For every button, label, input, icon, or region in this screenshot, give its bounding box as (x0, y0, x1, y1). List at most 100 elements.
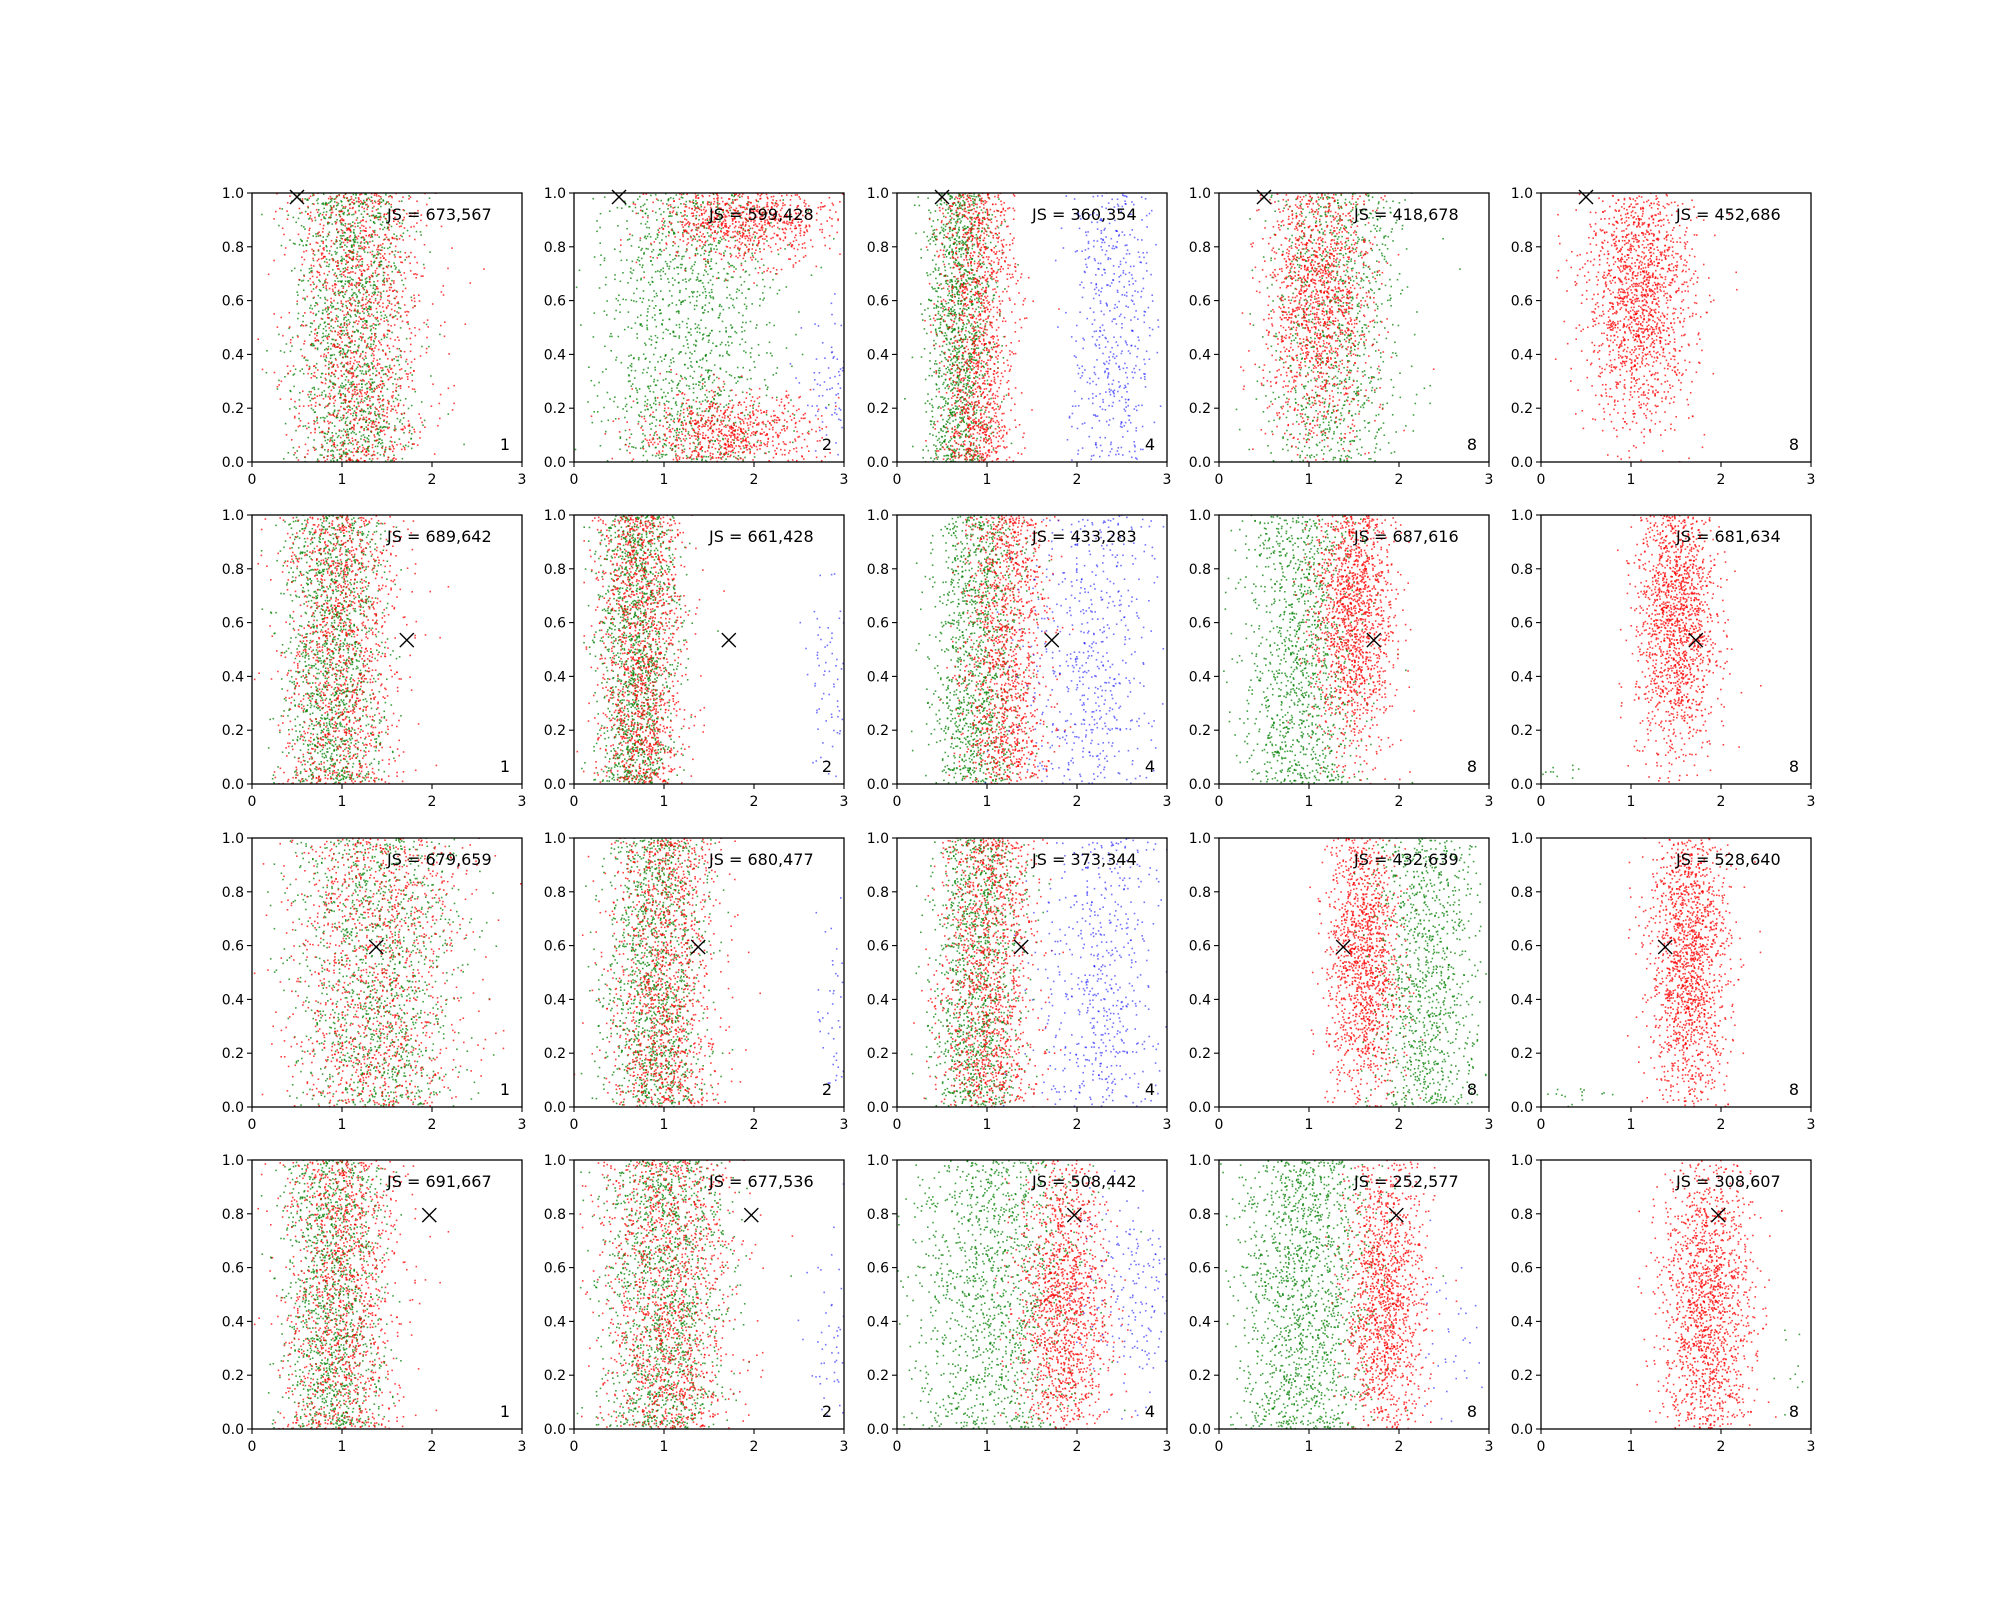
scatter-point (349, 250, 352, 252)
scatter-point (711, 309, 714, 311)
scatter-point (753, 456, 756, 458)
scatter-point (626, 259, 628, 261)
scatter-point (397, 359, 400, 362)
scatter-point (689, 201, 692, 203)
scatter-point (312, 288, 315, 290)
scatter-point (327, 197, 330, 200)
scatter-point (707, 376, 710, 379)
scatter-point (722, 235, 724, 238)
scatter-point (342, 234, 345, 237)
scatter-point (724, 232, 727, 235)
scatter-point (325, 265, 328, 267)
scatter-point (636, 333, 638, 335)
scatter-point (676, 427, 678, 430)
scatter-point (370, 339, 372, 341)
scatter-point (687, 317, 690, 320)
scatter-point (329, 329, 332, 332)
scatter-point (375, 257, 377, 260)
scatter-point (591, 421, 594, 424)
scatter-point (322, 286, 325, 289)
scatter-point (350, 383, 353, 385)
scatter-point (401, 261, 404, 264)
scatter-point (402, 232, 405, 234)
scatter-point (764, 238, 766, 240)
scatter-point (713, 216, 716, 219)
scatter-point (386, 278, 388, 280)
scatter-point (382, 334, 385, 337)
scatter-point (301, 368, 303, 370)
scatter-point (366, 198, 368, 201)
scatter-point (673, 200, 675, 202)
scatter-point (684, 376, 686, 379)
scatter-point (308, 218, 310, 220)
scatter-point (447, 413, 450, 415)
scatter-point (369, 399, 371, 402)
scatter-point (667, 198, 670, 200)
scatter-point (402, 284, 405, 286)
scatter-point (751, 425, 754, 428)
scatter-point (406, 229, 409, 232)
scatter-point (685, 219, 688, 221)
scatter-point (578, 269, 581, 272)
scatter-point (335, 318, 338, 321)
scatter-point (639, 324, 642, 326)
scatter-point (354, 222, 356, 225)
scatter-point (352, 257, 355, 259)
scatter-point (392, 394, 394, 397)
scatter-point (755, 445, 758, 448)
scatter-point (355, 265, 357, 267)
scatter-point (313, 254, 316, 256)
scatter-point (753, 239, 755, 242)
scatter-point (368, 276, 371, 278)
scatter-point (279, 398, 282, 400)
scatter-point (353, 240, 355, 242)
scatter-point (314, 405, 317, 407)
scatter-point (313, 194, 315, 196)
scatter-point (703, 206, 706, 209)
scatter-point (325, 335, 327, 337)
scatter-point (397, 271, 400, 273)
scatter-point (338, 210, 341, 213)
scatter-point (297, 317, 299, 320)
scatter-point (407, 373, 409, 375)
scatter-point (626, 449, 628, 452)
scatter-point (328, 385, 331, 388)
scatter-point (346, 255, 348, 258)
scatter-point (451, 409, 454, 411)
scatter-point (684, 269, 686, 272)
scatter-point (398, 225, 401, 228)
scatter-point (341, 210, 344, 213)
scatter-point (340, 430, 343, 432)
scatter-point (422, 424, 424, 426)
scatter-point (736, 288, 739, 290)
scatter-point (340, 209, 343, 212)
scatter-point (343, 274, 345, 276)
scatter-point (442, 294, 445, 296)
scatter-point (600, 420, 603, 423)
scatter-point (671, 302, 674, 304)
scatter-point (370, 200, 372, 203)
scatter-point (680, 430, 683, 433)
scatter-point (761, 213, 763, 216)
scatter-point (351, 284, 354, 286)
scatter-point (410, 226, 412, 228)
scatter-point (649, 283, 651, 286)
scatter-point (365, 295, 368, 298)
scatter-point (367, 370, 370, 373)
scatter-point (416, 273, 418, 276)
scatter-point (709, 295, 711, 297)
scatter-point (657, 254, 660, 256)
scatter-point (710, 247, 712, 250)
scatter-point (678, 255, 680, 257)
scatter-point (373, 450, 375, 453)
scatter-point (350, 196, 353, 198)
scatter-point (684, 214, 686, 216)
scatter-point (365, 393, 368, 396)
scatter-point (801, 353, 804, 356)
scatter-point (344, 352, 346, 355)
scatter-point (763, 248, 765, 251)
scatter-point (321, 454, 323, 456)
scatter-point (331, 354, 334, 356)
scatter-point (341, 305, 344, 307)
scatter-point (339, 280, 341, 282)
